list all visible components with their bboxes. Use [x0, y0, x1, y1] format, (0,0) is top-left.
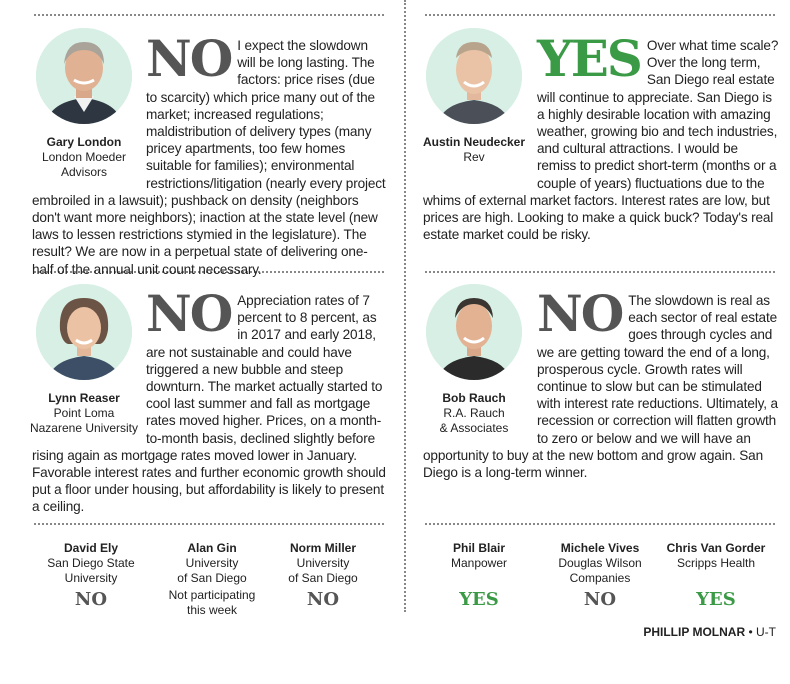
panel-norm-miller-org-line2: of San Diego	[288, 571, 358, 585]
gary-london-org-line2: Advisors	[60, 165, 107, 179]
austin-neudecker-org-line1: Rev	[463, 150, 485, 164]
bob-rauch-credit: Bob Rauch R.A. Rauch & Associates	[415, 391, 533, 436]
austin-neudecker-verdict: YES	[537, 29, 643, 88]
credit-author: PHILLIP MOLNAR	[643, 625, 746, 639]
panel-phil-blair: Phil Blair Manpower	[419, 541, 539, 571]
divider-right-bottom	[425, 523, 775, 525]
panel-chris-van-gorder-org-line1: Scripps Health	[676, 556, 756, 570]
austin-neudecker-name: Austin Neudecker	[422, 135, 526, 149]
panel-norm-miller-name: Norm Miller	[289, 541, 356, 555]
panel-alan-gin: Alan Gin University of San Diego	[152, 541, 272, 586]
lynn-reaser-credit: Lynn Reaser Point Loma Nazarene Universi…	[25, 391, 143, 436]
panel-alan-gin-note-line1: Not participating	[168, 588, 256, 602]
gary-london-answer: NO I expect the slowdown will be long la…	[32, 29, 388, 278]
panel-michele-vives-name: Michele Vives	[560, 541, 640, 555]
panel-michele-vives-org-line1: Douglas Wilson	[558, 556, 642, 570]
panel-chris-van-gorder: Chris Van Gorder Scripps Health	[656, 541, 776, 571]
panel-norm-miller-verdict: NO	[306, 589, 340, 610]
panel-phil-blair-verdict: YES	[459, 589, 499, 610]
bob-rauch-org-line2: & Associates	[439, 421, 509, 435]
panel-phil-blair-org-line1: Manpower	[450, 556, 508, 570]
divider-right-top	[425, 14, 775, 16]
panel-chris-van-gorder-verdict: YES	[696, 589, 736, 610]
panel-alan-gin-org-line1: University	[185, 556, 239, 570]
bob-rauch-text: The slowdown is real as each sector of r…	[423, 293, 778, 481]
bob-rauch-org-line1: R.A. Rauch	[443, 406, 505, 420]
lynn-reaser-org-line2: Nazarene University	[29, 421, 139, 435]
gary-london-verdict: NO	[146, 29, 233, 88]
austin-neudecker-photo	[426, 28, 522, 124]
panel-alan-gin-name: Alan Gin	[187, 541, 237, 555]
bob-rauch-verdict: NO	[537, 284, 624, 343]
panel-michele-vives: Michele Vives Douglas Wilson Companies	[540, 541, 660, 586]
panel-david-ely-verdict: NO	[74, 589, 108, 610]
divider-left-top	[34, 14, 384, 16]
lynn-reaser-photo	[36, 284, 132, 380]
credit-source: U-T	[756, 625, 776, 639]
gary-london-credit: Gary London London Moeder Advisors	[25, 135, 143, 180]
panel-chris-van-gorder-name: Chris Van Gorder	[666, 541, 766, 555]
bob-rauch-answer: NO The slowdown is real as each sector o…	[423, 284, 779, 481]
bob-rauch-name: Bob Rauch	[442, 391, 506, 405]
austin-neudecker-text: Over what time scale? Over the long term…	[423, 38, 779, 243]
lynn-reaser-name: Lynn Reaser	[48, 391, 120, 405]
panel-david-ely-org-line2: University	[64, 571, 118, 585]
divider-right-middle	[425, 271, 775, 273]
bob-rauch-photo	[426, 284, 522, 380]
panel-alan-gin-org-line2: of San Diego	[177, 571, 247, 585]
column-divider	[404, 0, 406, 612]
panel-david-ely-org-line1: San Diego State	[47, 556, 135, 570]
panel-david-ely: David Ely San Diego State University	[31, 541, 151, 586]
panel-alan-gin-note-line2: this week	[186, 603, 238, 617]
gary-london-text: I expect the slowdown will be long lasti…	[32, 38, 386, 277]
panel-michele-vives-org-line2: Companies	[569, 571, 631, 585]
panel-michele-vives-verdict: NO	[583, 589, 617, 610]
gary-london-photo	[36, 28, 132, 124]
photo-credit: PHILLIP MOLNAR • U-T	[643, 625, 776, 639]
divider-left-bottom	[34, 523, 384, 525]
divider-left-middle	[34, 271, 384, 273]
austin-neudecker-credit: Austin Neudecker Rev	[415, 135, 533, 165]
lynn-reaser-org-line1: Point Loma	[53, 406, 115, 420]
panel-phil-blair-name: Phil Blair	[452, 541, 505, 555]
lynn-reaser-text: Appreciation rates of 7 percent to 8 per…	[32, 293, 386, 515]
lynn-reaser-verdict: NO	[146, 284, 233, 343]
panel-norm-miller: Norm Miller University of San Diego	[263, 541, 383, 586]
panel-norm-miller-org-line1: University	[296, 556, 350, 570]
austin-neudecker-answer: YES Over what time scale? Over the long …	[423, 29, 779, 243]
panel-alan-gin-note: Not participating this week	[152, 588, 272, 618]
panel-david-ely-name: David Ely	[63, 541, 119, 555]
gary-london-org-line1: London Moeder	[41, 150, 127, 164]
lynn-reaser-answer: NO Appreciation rates of 7 percent to 8 …	[32, 284, 388, 516]
gary-london-name: Gary London	[46, 135, 122, 149]
